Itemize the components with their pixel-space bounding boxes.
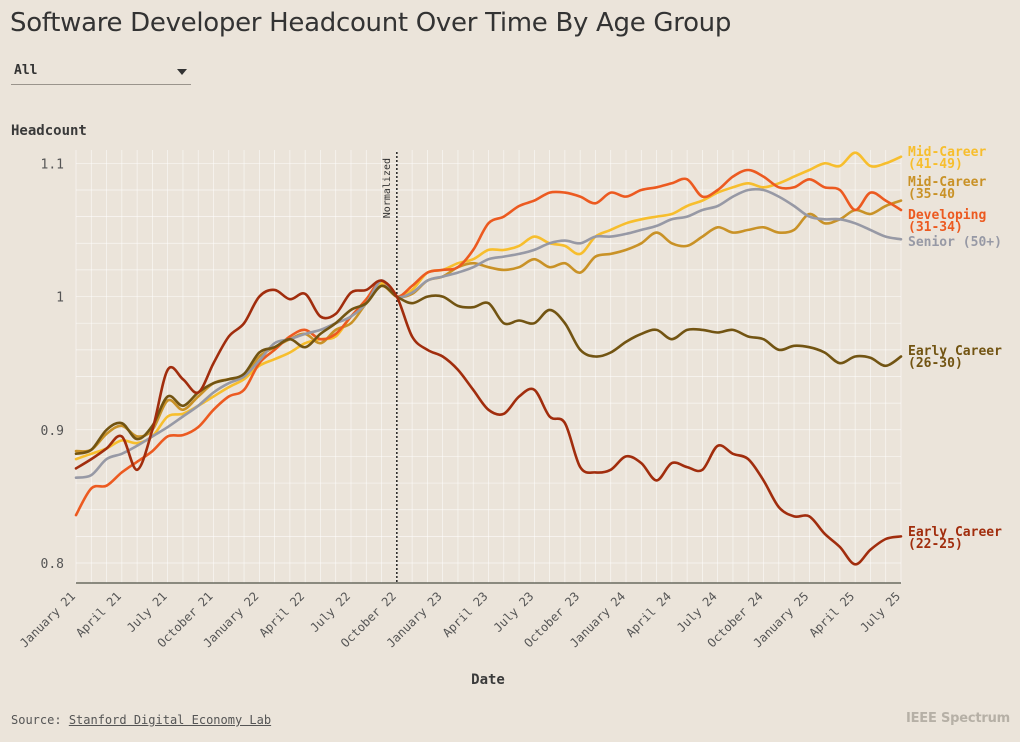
- source-note: Source: Stanford Digital Economy Lab: [11, 713, 271, 727]
- series-line: [74, 168, 903, 517]
- x-tick-label: April 25: [807, 589, 858, 640]
- series-lines: [74, 151, 903, 566]
- series-label: Mid-Career: [908, 175, 986, 190]
- x-tick-label: July 22: [307, 589, 353, 635]
- age-group-select-value: All: [14, 63, 38, 78]
- x-tick-label: July 21: [124, 589, 170, 635]
- x-tick-label: April 24: [623, 589, 674, 640]
- series-label: Early Career: [908, 525, 1002, 540]
- x-tick-label: July 23: [491, 589, 537, 635]
- y-tick-label: 0.9: [41, 424, 64, 439]
- x-tick-label: April 22: [257, 589, 308, 640]
- brand-logo: IEEE Spectrum: [905, 711, 1010, 726]
- y-tick-label: 0.8: [41, 557, 64, 572]
- page-title: Software Developer Headcount Over Time B…: [10, 8, 732, 38]
- x-tick-label: July 25: [857, 589, 903, 635]
- x-tick-label: July 24: [674, 589, 720, 635]
- source-label: Source:: [11, 713, 62, 727]
- age-group-select[interactable]: All: [11, 60, 191, 85]
- normalized-label: Normalized: [382, 158, 393, 218]
- x-tick-label: January 21: [17, 589, 78, 650]
- series-line: [74, 284, 903, 456]
- series-label: (35-40: [908, 187, 955, 202]
- series-line: [74, 279, 903, 566]
- series-labels: Mid-Career(41-49)Mid-Career(35-40Develop…: [908, 145, 1002, 552]
- x-tick-label: April 23: [440, 589, 491, 640]
- series-label: (22-25): [908, 537, 963, 552]
- series-label: Early Career: [908, 344, 1002, 359]
- series-line: [74, 151, 903, 461]
- series-label: (26-30): [908, 356, 963, 371]
- series-line: [74, 187, 903, 479]
- source-link[interactable]: Stanford Digital Economy Lab: [68, 713, 272, 727]
- series-label: Developing: [908, 208, 986, 223]
- x-axis-label: Date: [471, 672, 505, 688]
- series-label: (31-34): [908, 220, 963, 235]
- y-tick-label: 1.1: [41, 157, 64, 172]
- y-tick-label: 1: [56, 291, 64, 306]
- series-label: Senior (50+): [908, 235, 1002, 250]
- chart-grid: [75, 150, 902, 583]
- series-label: Mid-Career: [908, 145, 986, 160]
- chevron-down-icon[interactable]: [177, 69, 187, 75]
- y-axis-label: Headcount: [11, 123, 87, 139]
- series-label: (41-49): [908, 157, 963, 172]
- y-tick-labels: 0.8 0.9 1 1.1: [41, 157, 64, 572]
- x-tick-label: April 21: [73, 589, 124, 640]
